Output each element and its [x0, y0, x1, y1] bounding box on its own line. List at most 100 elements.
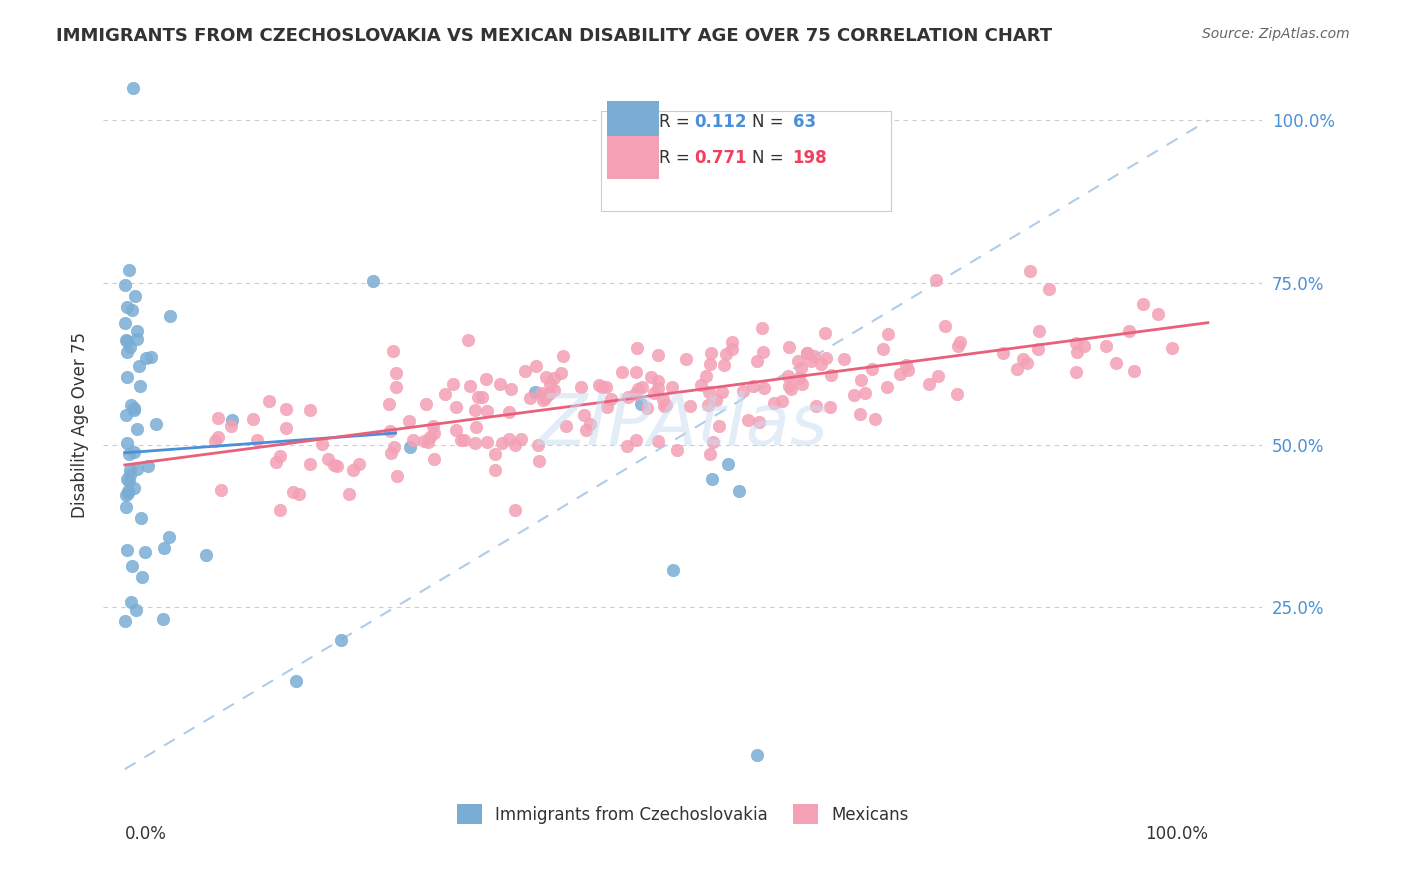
Point — [135, 351, 157, 365]
Point — [114, 614, 136, 628]
Point — [537, 386, 560, 401]
Point — [245, 434, 267, 448]
Point — [128, 379, 150, 393]
Point — [416, 434, 439, 449]
Point — [274, 401, 297, 416]
Point — [652, 392, 675, 407]
Point — [889, 367, 911, 381]
Point — [128, 359, 150, 374]
Point — [934, 319, 956, 334]
Text: 63: 63 — [793, 113, 815, 131]
Text: 0.0%: 0.0% — [125, 825, 167, 843]
Point — [489, 377, 512, 392]
Point — [1064, 365, 1087, 379]
Point — [834, 352, 856, 367]
FancyBboxPatch shape — [602, 112, 891, 211]
Point — [118, 447, 141, 461]
Point — [444, 400, 467, 414]
Point — [219, 419, 242, 434]
Point — [385, 366, 408, 380]
Point — [849, 373, 872, 387]
Point — [534, 370, 557, 384]
Point — [316, 452, 339, 467]
Point — [624, 386, 647, 401]
Point — [117, 300, 139, 314]
Point — [125, 332, 148, 346]
Point — [636, 401, 658, 416]
Point — [630, 397, 652, 411]
Point — [778, 378, 800, 392]
Point — [731, 384, 754, 398]
Point — [780, 382, 803, 396]
Point — [114, 334, 136, 348]
Point — [1147, 307, 1170, 321]
Point — [949, 335, 972, 350]
Point — [157, 530, 180, 544]
Point — [298, 457, 321, 471]
Point — [661, 379, 683, 393]
Point — [484, 463, 506, 477]
Point — [121, 558, 143, 573]
Point — [865, 412, 887, 426]
Point — [453, 433, 475, 447]
Point — [121, 302, 143, 317]
Point — [159, 310, 181, 324]
Point — [342, 462, 364, 476]
Point — [530, 385, 553, 400]
Point — [446, 423, 468, 437]
Text: IMMIGRANTS FROM CZECHOSLOVAKIA VS MEXICAN DISABILITY AGE OVER 75 CORRELATION CHA: IMMIGRANTS FROM CZECHOSLOVAKIA VS MEXICA… — [56, 27, 1052, 45]
Point — [131, 570, 153, 584]
Point — [115, 408, 138, 422]
Point — [721, 335, 744, 350]
Point — [647, 374, 669, 388]
Point — [124, 289, 146, 303]
Point — [751, 320, 773, 334]
Point — [842, 388, 865, 402]
Point — [695, 369, 717, 384]
Point — [991, 346, 1014, 360]
Point — [1118, 324, 1140, 338]
Point — [118, 474, 141, 488]
Point — [207, 411, 229, 425]
Point — [115, 334, 138, 348]
Text: 198: 198 — [793, 149, 827, 167]
Point — [617, 390, 640, 404]
Point — [120, 398, 142, 412]
Point — [402, 433, 425, 447]
Point — [498, 405, 520, 419]
Point — [810, 357, 832, 371]
Point — [789, 361, 811, 376]
Point — [717, 457, 740, 471]
Point — [533, 391, 555, 405]
Point — [118, 467, 141, 482]
Point — [136, 458, 159, 473]
Point — [804, 399, 827, 413]
Point — [125, 422, 148, 436]
Point — [118, 340, 141, 354]
Point — [538, 376, 561, 391]
Point — [124, 403, 146, 417]
Point — [699, 447, 721, 461]
Text: R =: R = — [659, 113, 696, 131]
Point — [529, 454, 551, 468]
Point — [778, 340, 800, 354]
Point — [610, 365, 633, 379]
Point — [139, 350, 162, 364]
Point — [702, 435, 724, 450]
Point — [413, 434, 436, 449]
Point — [114, 277, 136, 292]
Point — [647, 381, 669, 395]
Point — [624, 365, 647, 379]
Point — [381, 343, 404, 358]
Point — [925, 273, 948, 287]
Point — [927, 369, 949, 384]
Point — [745, 747, 768, 762]
FancyBboxPatch shape — [607, 101, 659, 144]
Point — [329, 633, 352, 648]
Point — [477, 404, 499, 418]
Point — [475, 434, 498, 449]
Point — [145, 417, 167, 432]
Point — [946, 339, 969, 353]
Point — [626, 341, 648, 355]
Point — [595, 380, 617, 394]
